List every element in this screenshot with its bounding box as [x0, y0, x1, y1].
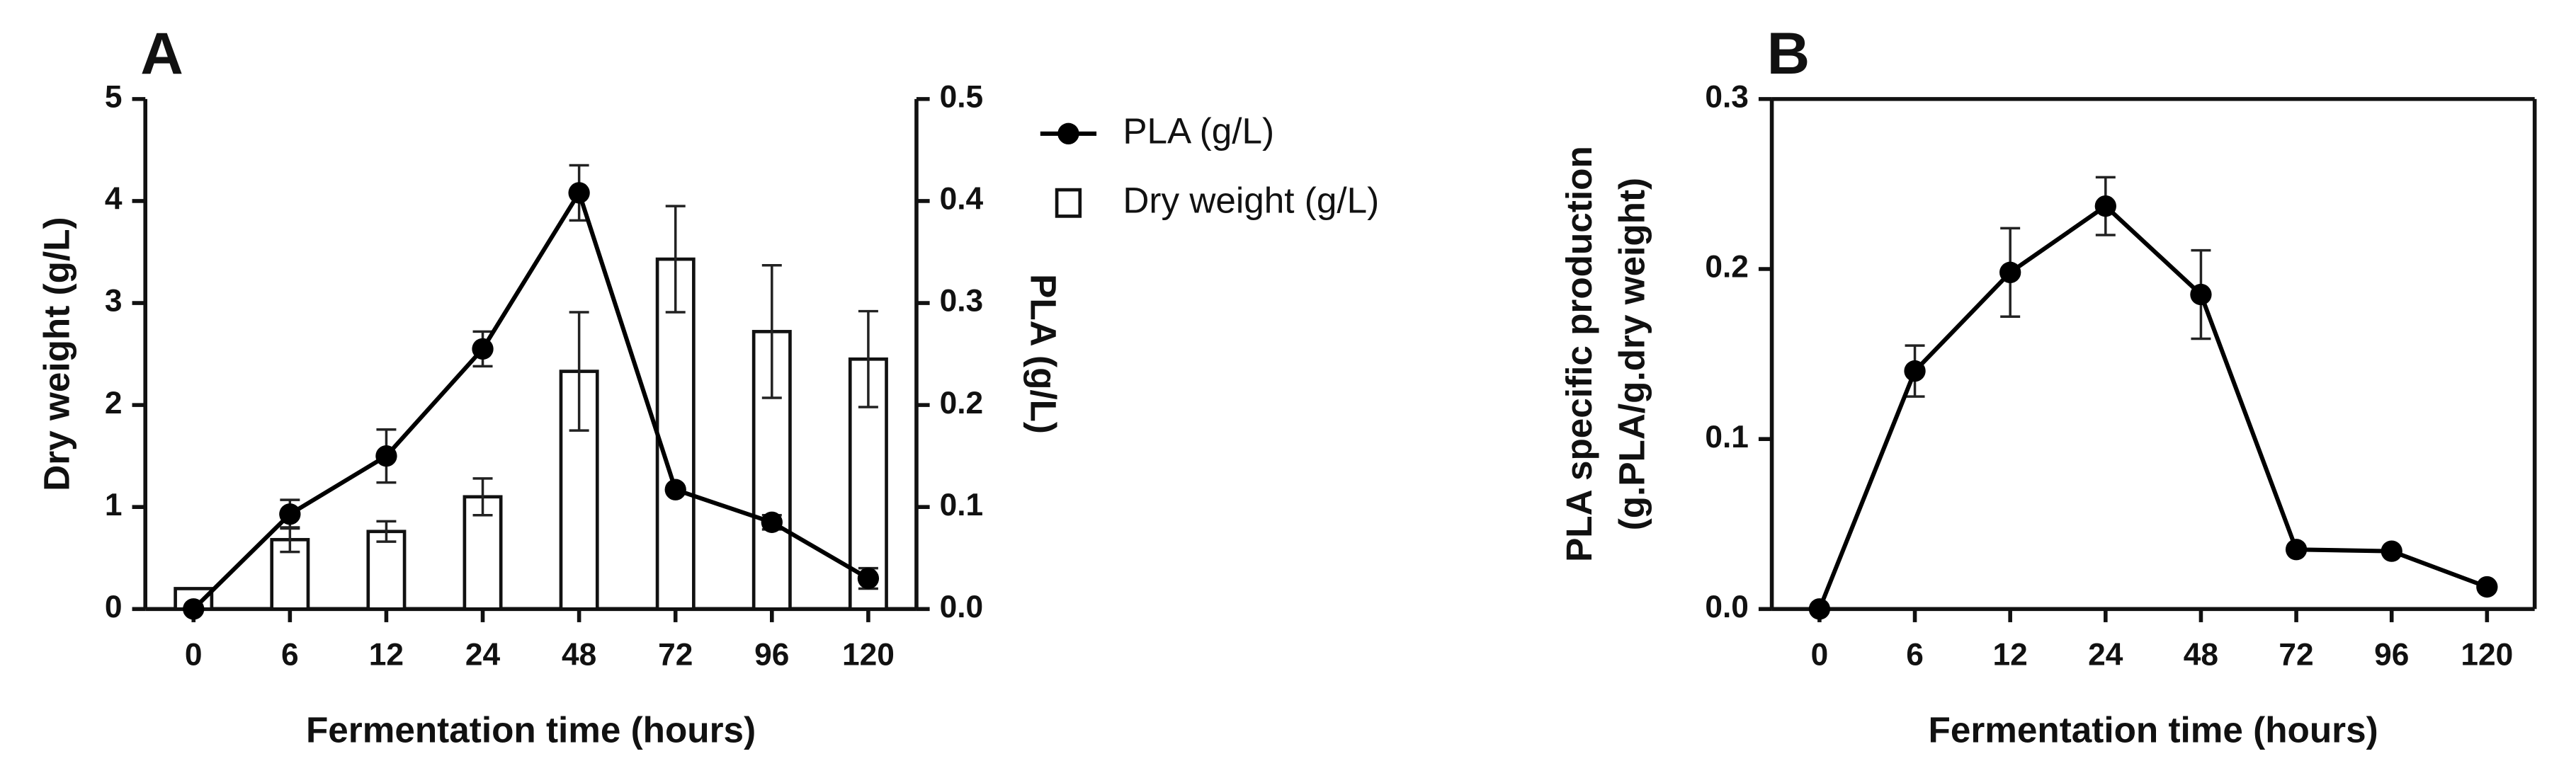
point	[568, 182, 590, 204]
x-tick-label: 12	[369, 638, 404, 673]
point	[2476, 576, 2498, 598]
x-axis-title: Fermentation time (hours)	[1929, 710, 2378, 750]
point	[375, 445, 397, 467]
x-tick-label: 120	[2461, 638, 2513, 673]
error-bar	[472, 477, 493, 517]
panel-label: A	[140, 20, 183, 86]
point	[761, 511, 783, 533]
x-tick-label: 96	[754, 638, 789, 673]
error-bar	[376, 520, 397, 543]
y2-tick-label: 0.3	[940, 284, 984, 319]
y-axis-title: PLA specific production	[1559, 146, 1599, 562]
y-tick-label: 5	[105, 80, 123, 115]
x-tick-label: 72	[658, 638, 693, 673]
x-tick-label: 0	[185, 638, 203, 673]
y-axis-title: (g.PLA/g.dry weight)	[1612, 178, 1652, 530]
x-tick-label: 120	[842, 638, 895, 673]
x-tick-label: 24	[465, 638, 501, 673]
point	[1808, 598, 1831, 620]
x-tick-label: 48	[562, 638, 596, 673]
y-tick-label: 4	[105, 182, 123, 217]
legend-swatch	[1055, 188, 1082, 218]
y2-tick-label: 0.2	[940, 386, 984, 421]
y2-tick-label: 0.5	[940, 80, 984, 115]
y2-tick-label: 0.4	[940, 182, 984, 217]
point	[183, 598, 205, 620]
line	[1817, 203, 2488, 610]
y-tick-label: 2	[105, 386, 123, 421]
bar	[366, 530, 407, 611]
point	[279, 503, 301, 525]
x-tick-label: 0	[1811, 638, 1829, 673]
y-tick-label: 0	[105, 590, 123, 624]
error-bar	[665, 205, 686, 314]
error-bar	[858, 309, 878, 408]
x-tick-label: 72	[2279, 638, 2313, 673]
x-tick-label: 24	[2088, 638, 2123, 673]
panel-label: B	[1767, 20, 1810, 86]
x-tick-label: 48	[2184, 638, 2218, 673]
point	[1904, 360, 1926, 382]
y2-tick-label: 0.0	[940, 590, 984, 624]
y-tick-label: 0.1	[1705, 420, 1749, 454]
point	[2285, 539, 2308, 561]
point	[2381, 540, 2402, 562]
y-axis-title: Dry weight (g/L)	[37, 217, 77, 491]
x-tick-label: 96	[2374, 638, 2409, 673]
point	[664, 479, 686, 500]
x-tick-label: 6	[1906, 638, 1924, 673]
point	[857, 567, 880, 590]
point	[472, 338, 494, 360]
point	[2094, 195, 2116, 217]
y2-axis-title: PLA (g/L)	[1023, 274, 1063, 434]
point	[2190, 283, 2212, 306]
line	[192, 188, 870, 611]
error-bar	[761, 263, 782, 399]
x-tick-label: 6	[281, 638, 299, 673]
legend-label: Dry weight (g/L)	[1123, 180, 1379, 220]
legend-swatch	[1057, 122, 1079, 144]
y-tick-label: 3	[105, 284, 123, 319]
y2-tick-label: 0.1	[940, 488, 984, 522]
error-bar	[569, 311, 589, 432]
x-tick-label: 12	[1993, 638, 2028, 673]
legend-label: PLA (g/L)	[1123, 110, 1274, 151]
y-tick-label: 0.3	[1705, 80, 1749, 115]
y-tick-label: 0.0	[1705, 590, 1749, 624]
point	[1999, 261, 2021, 283]
y-tick-label: 1	[105, 488, 123, 522]
y-tick-label: 0.2	[1705, 250, 1749, 285]
x-axis-title: Fermentation time (hours)	[306, 710, 756, 750]
